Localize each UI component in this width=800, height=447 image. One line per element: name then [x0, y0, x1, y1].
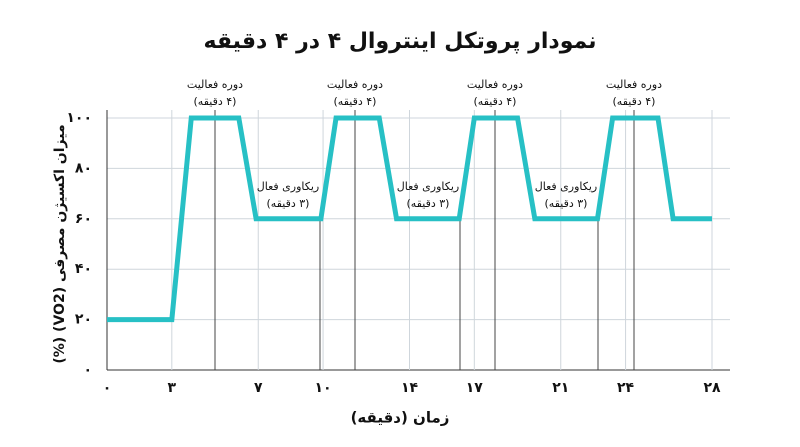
x-tick-label: ۳: [168, 380, 177, 396]
x-tick-label: ۲۱: [552, 380, 569, 396]
annotation-note: (۴ دقیقه): [194, 95, 237, 108]
y-tick-label: ۶۰: [75, 211, 92, 227]
annotation-title: دوره فعالیت: [187, 78, 243, 91]
x-tick-label: ۱۴: [401, 380, 419, 396]
y-axis-label: میزان اکسیژن مصرفی (VO2) (%): [52, 124, 68, 363]
x-tick-label: ۱۷: [466, 380, 484, 396]
y-tick-label: ۱۰۰: [66, 110, 92, 126]
annotation-note: (۴ دقیقه): [474, 95, 517, 108]
y-tick-label: ۲۰: [75, 312, 92, 328]
annotation-title: دوره فعالیت: [467, 78, 523, 91]
x-tick-label: ۰: [103, 380, 112, 396]
annotation-title: ریکاوری فعال: [535, 180, 597, 193]
y-tick-label: ۸۰: [75, 160, 92, 176]
y-tick-label: ۰: [83, 362, 92, 378]
annotation-title: ریکاوری فعال: [257, 180, 319, 193]
annotation-note: (۳ دقیقه): [267, 197, 310, 210]
annotation-note: (۴ دقیقه): [334, 95, 377, 108]
annotation-title: ریکاوری فعال: [397, 180, 459, 193]
y-tick-label: ۴۰: [75, 261, 92, 277]
data-line: [107, 115, 712, 323]
x-tick-label: ۱۰: [315, 380, 332, 396]
x-tick-label: ۲۸: [703, 380, 721, 396]
x-axis-label: زمان (دقیقه): [351, 409, 450, 427]
annotation-note: (۴ دقیقه): [613, 95, 656, 108]
annotation-note: (۳ دقیقه): [407, 197, 450, 210]
annotation-title: دوره فعالیت: [606, 78, 662, 91]
x-tick-label: ۷: [254, 380, 263, 396]
annotation-title: دوره فعالیت: [327, 78, 383, 91]
x-tick-label: ۲۴: [617, 380, 635, 396]
chart-title: نمودار پروتکل اینتروال ۴ در ۴ دقیقه: [203, 29, 596, 54]
annotation-note: (۳ دقیقه): [545, 197, 588, 210]
